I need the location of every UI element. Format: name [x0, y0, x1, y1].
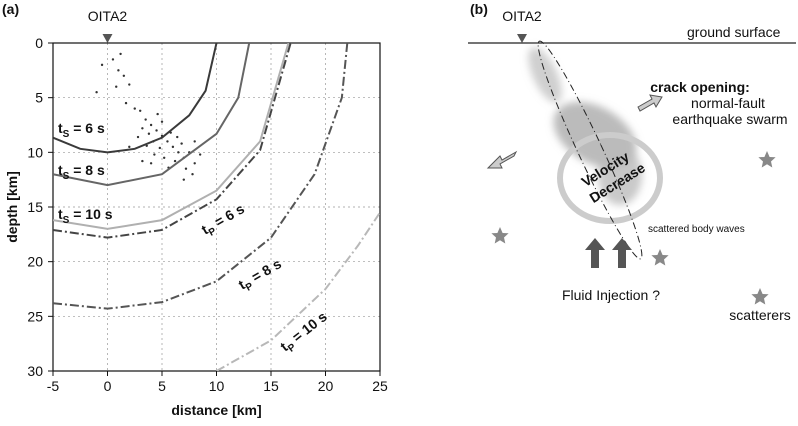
event-dot [95, 91, 98, 94]
event-dot [171, 145, 175, 149]
crack-label: normal-fault [691, 95, 765, 111]
fluid-arrows [585, 238, 632, 268]
x-tick-label: 15 [263, 378, 279, 394]
y-axis-label: depth [km] [4, 171, 20, 243]
event-dot [162, 156, 166, 159]
event-dot [158, 146, 162, 150]
scattered-label: scattered body waves [648, 224, 745, 235]
event-dot [139, 109, 142, 112]
event-dot [128, 145, 131, 149]
event-dot [180, 142, 183, 145]
event-dot [160, 120, 164, 123]
event-dot [122, 74, 126, 78]
y-tick-label: 10 [27, 144, 43, 160]
x-tick-label: 10 [209, 378, 225, 394]
arrow-out [637, 94, 663, 112]
contour-label: tS = 8 s [58, 162, 105, 182]
y-tick-label: 5 [35, 90, 43, 106]
contour-line [53, 43, 218, 154]
event-dot [128, 83, 131, 86]
fluid-label: Fluid Injection ? [562, 287, 660, 303]
scatterers-label: scatterers [729, 307, 790, 323]
event-dot [177, 151, 180, 154]
panel-label: (a) [2, 1, 19, 17]
x-axis-label: distance [km] [171, 402, 261, 418]
y-tick-label: 0 [35, 35, 43, 51]
event-dot [176, 135, 179, 139]
label-part: = 8 s [245, 255, 284, 287]
panel-label: (b) [470, 1, 488, 17]
ground-label: ground surface [687, 24, 781, 40]
y-tick-label: 20 [27, 254, 43, 270]
label-part: = 10 s [286, 308, 330, 347]
event-dot [193, 162, 196, 165]
label-part: S [63, 215, 70, 226]
arrow-out [486, 150, 518, 169]
plot-area [53, 43, 380, 371]
event-dot [147, 132, 151, 135]
station-marker [517, 34, 527, 43]
event-dot [173, 159, 177, 163]
station-marker [102, 34, 113, 43]
label-part: = 8 s [69, 162, 105, 178]
event-dot [166, 140, 169, 143]
event-dot [115, 85, 118, 88]
x-tick-label: 0 [104, 378, 112, 394]
event-dot [111, 58, 115, 61]
x-tick-label: -5 [47, 378, 60, 394]
label-part: t [58, 206, 63, 222]
crack-label: crack opening: [650, 79, 750, 95]
label-part: t [58, 162, 63, 178]
x-tick-label: 5 [158, 378, 166, 394]
station-label: OITA2 [88, 8, 128, 24]
scatterer-stars [491, 151, 776, 305]
y-tick-label: 15 [27, 199, 43, 215]
event-dot [141, 127, 144, 130]
event-dot [193, 140, 196, 143]
velocity-region [557, 132, 663, 224]
contour-label: tS = 10 s [58, 206, 113, 226]
contour-label: tP = 10 s [277, 308, 332, 357]
label-part: = 6 s [69, 120, 105, 136]
event-dot [198, 153, 202, 156]
contour-label: tS = 6 s [58, 120, 105, 140]
label-part: = 6 s [208, 200, 247, 232]
contour-line [53, 43, 290, 230]
event-dot [155, 129, 158, 132]
event-dot [184, 167, 188, 170]
event-dot [119, 52, 122, 56]
label-part: P [244, 281, 256, 294]
event-dot [136, 135, 140, 139]
label-part: S [63, 171, 70, 182]
event-dot [124, 101, 128, 105]
event-dot [144, 118, 147, 121]
x-tick-label: 25 [372, 378, 388, 394]
event-dot [117, 69, 120, 72]
event-dot [149, 162, 153, 165]
contour-label: tP = 6 s [199, 200, 250, 241]
station-label: OITA2 [502, 8, 542, 24]
contour-line [53, 43, 251, 187]
event-dot [191, 173, 194, 176]
y-tick-label: 25 [27, 308, 43, 324]
y-tick-label: 30 [27, 363, 43, 379]
label-part: S [63, 129, 70, 140]
event-dot [149, 123, 153, 127]
contour-line [216, 211, 380, 371]
contour-line [53, 43, 292, 239]
event-dot [141, 159, 144, 163]
label-part: = 10 s [69, 206, 112, 222]
event-dot [156, 112, 159, 116]
label-part: t [58, 120, 63, 136]
event-dot [153, 153, 156, 156]
x-tick-label: 20 [318, 378, 334, 394]
label-part: P [207, 226, 219, 239]
contour-line [53, 43, 349, 310]
event-dot [133, 107, 136, 110]
crack-label: earthquake swarm [672, 111, 787, 127]
event-dot [182, 178, 185, 181]
event-dot [100, 63, 104, 67]
